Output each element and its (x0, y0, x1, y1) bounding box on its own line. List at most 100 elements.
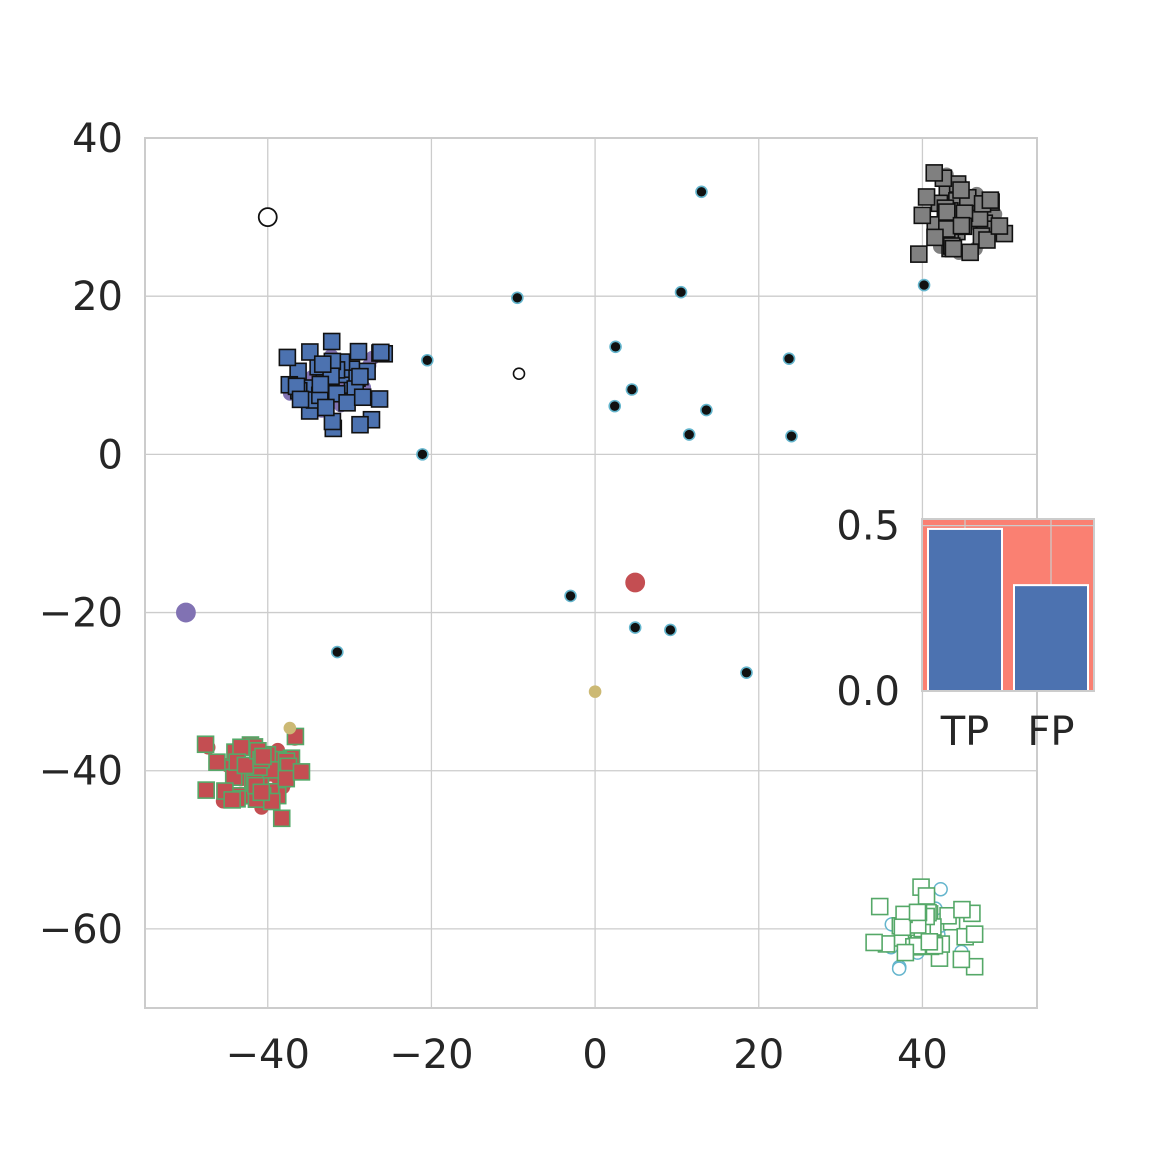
cluster-square-point (236, 756, 255, 775)
scatter-point (511, 291, 524, 305)
cluster-square-point (910, 245, 928, 263)
scatter-point (700, 403, 713, 417)
cluster-square-point (925, 164, 944, 182)
inset-y-tick-label: 0.0 (836, 669, 900, 715)
cluster-red-squares (196, 727, 311, 828)
cluster-square-point (917, 887, 936, 905)
cluster-square-point (317, 398, 335, 417)
cluster-square-point (865, 933, 883, 952)
cluster-square-point (349, 342, 368, 361)
cluster-square-point (254, 747, 272, 766)
cluster-square-point (917, 188, 936, 206)
cluster-square-point (197, 781, 215, 799)
cluster-square-point (353, 388, 372, 407)
scatter-point (917, 278, 931, 292)
cluster-square-point (953, 900, 971, 919)
cluster-square-point (291, 390, 310, 409)
scatter-point (664, 623, 677, 637)
inset-frame (921, 518, 1095, 692)
x-tick-label: 0 (582, 1032, 607, 1078)
scatter-point (695, 185, 708, 199)
scatter-point (331, 645, 344, 659)
cluster-square-point (981, 191, 1000, 209)
scatter-point (588, 685, 602, 698)
x-tick-label: −40 (226, 1032, 310, 1078)
y-tick-label: 20 (72, 274, 123, 320)
cluster-square-point (978, 231, 996, 249)
scatter-point (625, 383, 639, 396)
cluster-square-point (990, 217, 1009, 235)
cluster-square-point (952, 950, 971, 969)
x-tick-label: 40 (897, 1032, 948, 1078)
cluster-square-point (938, 203, 956, 221)
cluster-square-point (292, 763, 311, 781)
cluster-square-point (351, 415, 369, 434)
cluster-square-point (961, 243, 979, 262)
cluster-circle-point (933, 881, 948, 897)
x-tick-label: 20 (733, 1032, 784, 1078)
scatter-point (740, 666, 753, 679)
scatter-point (785, 429, 798, 443)
y-tick-label: 0 (98, 432, 123, 478)
inset-bar-tp (927, 527, 1003, 693)
cluster-square-point (232, 738, 250, 757)
y-tick-label: −40 (39, 749, 123, 795)
y-tick-label: −60 (39, 907, 123, 953)
scatter-point (625, 572, 646, 593)
x-tick-label: −20 (389, 1032, 473, 1078)
scatter-point (628, 621, 642, 634)
cluster-square-point (926, 228, 944, 247)
cluster-square-point (952, 216, 971, 235)
cluster-square-point (208, 753, 226, 771)
cluster-square-point (196, 735, 215, 754)
cluster-square-point (908, 903, 927, 922)
cluster-square-point (351, 367, 369, 386)
scatter-point (608, 399, 622, 413)
cluster-square-point (322, 332, 341, 351)
cluster-square-point (920, 933, 939, 951)
cluster-square-point (301, 343, 319, 361)
scatter-point (682, 428, 696, 441)
cluster-blue-squares (278, 332, 394, 438)
scatter-point (176, 602, 196, 623)
cluster-square-point (893, 918, 912, 937)
cluster-white-squares (865, 878, 984, 976)
scatter-point (782, 352, 796, 365)
scatter-point (674, 285, 688, 299)
scatter-point (283, 721, 297, 735)
scatter-point (421, 353, 434, 367)
scatter-point (564, 589, 577, 603)
cluster-square-point (372, 343, 390, 362)
inset-bar-chart: TP FP 0.5 0.0 (836, 504, 1095, 755)
cluster-circle-point (891, 961, 907, 976)
cluster-square-point (277, 769, 296, 788)
scatter-point (512, 367, 526, 380)
cluster-square-point (338, 394, 356, 412)
cluster-square-point (272, 809, 291, 828)
scatter-point (416, 448, 429, 461)
inset-y-tick-label: 0.5 (836, 504, 900, 550)
inset-x-tick-label: FP (1027, 709, 1074, 755)
cluster-square-point (313, 355, 332, 373)
cluster-square-point (311, 375, 330, 394)
cluster-square-point (223, 791, 241, 809)
cluster-square-point (870, 897, 889, 916)
y-tick-label: 40 (72, 116, 123, 162)
cluster-square-point (278, 348, 297, 367)
cluster-square-point (952, 181, 970, 199)
cluster-square-point (896, 943, 915, 962)
cluster-square-point (944, 239, 963, 258)
cluster-square-point (370, 390, 389, 408)
inset-x-tick-label: TP (940, 709, 990, 755)
cluster-square-point (965, 925, 984, 943)
inset-bar-fp (1013, 584, 1089, 693)
y-tick-label: −20 (39, 591, 123, 637)
scatter-plot: −40 −20 0 20 40 40 20 0 −20 −40 −60 (39, 116, 1038, 1078)
scatter-point (609, 340, 622, 354)
cluster-square-point (970, 209, 989, 228)
scatter-point (257, 207, 278, 227)
cluster-gray-squares (910, 164, 1014, 263)
cluster-square-point (252, 783, 271, 802)
cluster-square-point (913, 206, 932, 225)
